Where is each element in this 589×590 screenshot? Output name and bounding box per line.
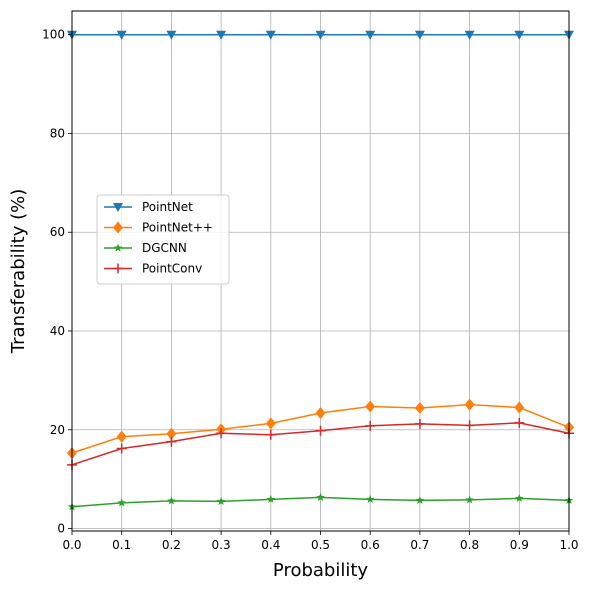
data-point-pointconv	[166, 436, 177, 447]
data-point-dgcnn	[117, 498, 126, 507]
data-point-pointconv	[514, 417, 525, 428]
data-point-pointnet	[265, 30, 276, 40]
data-point-pointnetplusplus	[514, 401, 525, 414]
data-point-pointnet	[464, 30, 475, 40]
x-tick-label: 0.2	[162, 538, 181, 552]
data-point-pointnetplusplus	[116, 430, 127, 443]
x-tick-label: 0.0	[62, 538, 81, 552]
legend-marker-pointnet	[113, 203, 123, 212]
y-tick-label: 0	[57, 522, 65, 536]
legend-box	[96, 194, 230, 285]
data-point-pointnet	[365, 30, 376, 40]
data-point-pointconv	[414, 418, 425, 429]
x-tick-label: 0.9	[510, 538, 529, 552]
data-point-pointnet	[166, 30, 177, 40]
data-point-pointnet	[315, 30, 326, 40]
series-pointnet	[67, 30, 574, 40]
data-point-pointnet	[414, 30, 425, 40]
data-point-pointnetplusplus	[365, 400, 376, 413]
data-point-dgcnn	[515, 493, 524, 503]
x-tick-label: 0.5	[311, 538, 330, 552]
x-tick-label: 0.8	[460, 538, 479, 552]
legend-marker-pointconv	[113, 263, 123, 274]
legend-label-pointnet: PointNet	[142, 200, 193, 214]
data-point-dgcnn	[167, 496, 176, 505]
data-point-pointconv	[365, 420, 376, 431]
data-point-pointnetplusplus	[166, 427, 177, 440]
y-axis: 0 20 40 60 80 100	[42, 28, 72, 536]
data-point-pointconv	[464, 420, 475, 431]
y-tick-label: 80	[50, 126, 65, 140]
y-axis-label: Transferability (%)	[8, 189, 29, 354]
data-point-pointconv	[216, 428, 227, 439]
data-point-pointnet	[216, 30, 227, 40]
legend-label-dgcnn: DGCNN	[142, 241, 187, 255]
data-point-pointnetplusplus	[265, 417, 276, 430]
data-point-dgcnn	[365, 494, 375, 504]
y-tick-label: 60	[50, 225, 65, 239]
legend: PointNet PointNet++ DGCNN PointConv	[96, 194, 230, 285]
data-point-pointnet	[116, 30, 127, 40]
data-point-pointnetplusplus	[414, 402, 425, 415]
data-point-dgcnn	[266, 494, 276, 504]
legend-marker-pointnetplusplus	[113, 221, 123, 234]
data-point-pointconv	[116, 443, 127, 454]
data-point-dgcnn	[415, 495, 425, 505]
data-point-dgcnn	[316, 492, 325, 502]
data-point-pointnetplusplus	[464, 398, 475, 411]
y-tick-label: 40	[50, 324, 65, 338]
legend-marker-dgcnn	[113, 243, 123, 252]
data-point-pointnet	[514, 30, 525, 40]
x-tick-label: 0.7	[410, 538, 429, 552]
data-point-pointnetplusplus	[315, 406, 326, 419]
legend-label-pointconv: PointConv	[142, 262, 202, 276]
data-point-dgcnn	[465, 495, 474, 504]
data-point-dgcnn	[216, 496, 226, 506]
data-point-pointconv	[265, 429, 276, 440]
y-tick-label: 20	[50, 423, 65, 437]
x-axis-label: Probability	[273, 560, 368, 581]
x-tick-label: 0.1	[112, 538, 131, 552]
y-tick-label: 100	[42, 28, 65, 42]
x-axis: 0.0 0.1 0.2 0.3 0.4 0.5 0.6 0.7 0.8 0.9 1.0	[62, 531, 579, 552]
data-point-pointconv	[315, 425, 326, 436]
x-tick-label: 0.6	[361, 538, 380, 552]
legend-label-pointnetplusplus: PointNet++	[142, 221, 213, 235]
x-tick-label: 0.4	[261, 538, 280, 552]
x-tick-label: 0.3	[212, 538, 231, 552]
x-tick-label: 1.0	[559, 538, 578, 552]
